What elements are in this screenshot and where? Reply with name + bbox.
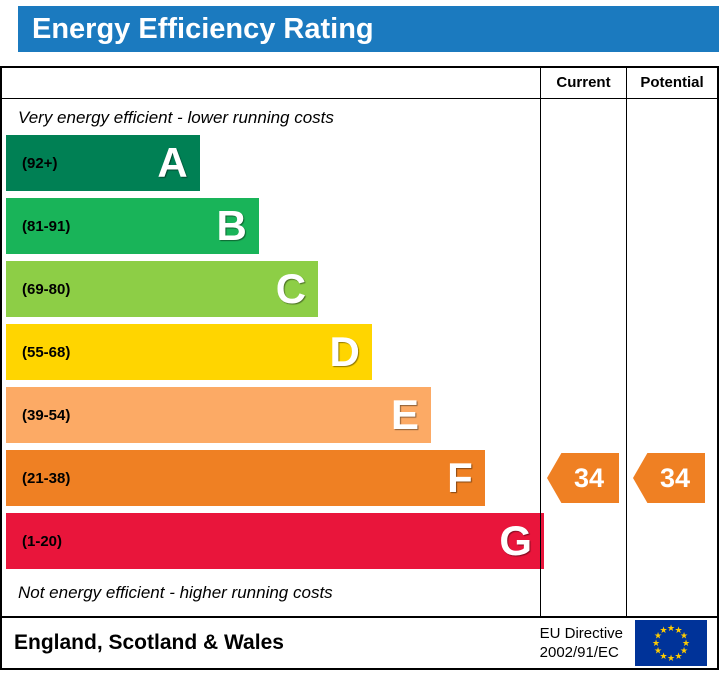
eu-flag-star: ★	[659, 651, 667, 661]
band-range-label: (1-20)	[22, 532, 63, 550]
band-letter: B	[216, 202, 247, 249]
bands-area: Very energy efficient - lower running co…	[2, 99, 544, 616]
eu-flag-icon: ★ ★★★★★★★★★★★	[635, 620, 707, 666]
band-row-d: (55-68) D	[6, 324, 372, 380]
band-range-label: (81-91)	[22, 217, 71, 235]
band-letter: F	[447, 454, 473, 501]
current-column: 34	[540, 99, 626, 616]
potential-rating-arrow: 34	[633, 453, 705, 503]
band-letter: E	[391, 391, 420, 438]
eu-flag-star: ★	[659, 625, 667, 635]
band-list: (92+) A (81-91) B (69-80) C (55-68) D (39-54) E (2…	[2, 135, 544, 569]
potential-rating-value: 34	[659, 462, 691, 493]
eu-flag-star: ★	[652, 638, 660, 648]
band-range-label: (21-38)	[22, 469, 71, 487]
band-range-label: (69-80)	[22, 280, 71, 298]
eu-flag-star: ★	[680, 646, 688, 656]
eu-flag-star: ★	[667, 653, 675, 663]
band-letter: G	[499, 517, 532, 564]
band-range-label: (55-68)	[22, 343, 71, 361]
header-potential: Potential	[626, 68, 717, 99]
band-row-g: (1-20) G	[6, 513, 544, 569]
band-row-c: (69-80) C	[6, 261, 319, 317]
eu-flag-star: ★	[682, 638, 690, 648]
band-letter: A	[157, 139, 188, 186]
chart-grid: Current Potential Very energy efficient …	[2, 68, 717, 618]
band-row-a: (92+) A	[6, 135, 200, 191]
potential-column: 34	[626, 99, 717, 616]
current-rating-value: 34	[573, 462, 605, 493]
eu-directive-line1: EU Directive	[539, 624, 623, 642]
band-range-label: (39-54)	[22, 406, 71, 424]
page-title: Energy Efficiency Rating	[18, 6, 719, 52]
eu-directive-label: EU Directive 2002/91/EC	[540, 624, 623, 663]
header-current: Current	[540, 68, 626, 99]
band-range-label: (92+)	[22, 154, 58, 172]
eu-flag-star: ★	[654, 646, 662, 656]
band-row-e: (39-54) E	[6, 387, 432, 443]
band-row-f: (21-38) F	[6, 450, 485, 506]
eu-flag-star: ★	[667, 623, 675, 633]
eu-flag-star: ★	[680, 631, 688, 641]
chart-box: Current Potential Very energy efficient …	[0, 66, 719, 670]
eu-flag-star: ★	[674, 651, 682, 661]
band-row-b: (81-91) B	[6, 198, 259, 254]
header-spacer	[2, 68, 540, 99]
region-label: England, Scotland & Wales	[14, 631, 284, 654]
footer: England, Scotland & Wales EU Directive 2…	[2, 618, 717, 668]
band-letter: C	[275, 265, 307, 312]
eu-flag-star: ★	[654, 631, 662, 641]
band-letter: D	[329, 328, 360, 375]
eu-flag-star: ★	[674, 625, 682, 635]
eu-directive-line2: 2002/91/EC	[539, 644, 619, 661]
bottom-note: Not energy efficient - higher running co…	[18, 583, 333, 602]
current-rating-arrow: 34	[547, 453, 619, 503]
top-note: Very energy efficient - lower running co…	[18, 108, 334, 127]
